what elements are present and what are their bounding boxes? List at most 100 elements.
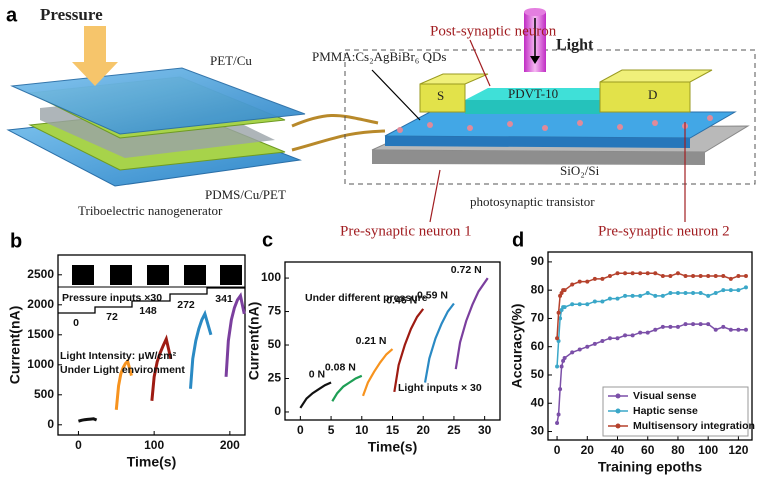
- point: [706, 274, 711, 279]
- panel-label: b: [10, 230, 22, 252]
- point: [558, 387, 563, 392]
- point: [577, 347, 582, 352]
- series-label: 0.72 N: [451, 264, 482, 276]
- point: [728, 327, 733, 332]
- series-line: [423, 302, 455, 383]
- y-tick-label: 40: [531, 395, 545, 409]
- neuron-label: Pre-synaptic neuron 1: [340, 223, 472, 239]
- point: [721, 274, 726, 279]
- teng-drawing: [6, 26, 386, 187]
- series-label: 0.59 N: [417, 289, 448, 301]
- point: [743, 327, 748, 332]
- light-label: Light: [556, 37, 594, 54]
- point: [683, 290, 688, 295]
- point: [555, 364, 560, 369]
- point: [585, 344, 590, 349]
- x-tick-label: 20: [417, 423, 431, 437]
- point: [556, 310, 561, 315]
- point: [653, 327, 658, 332]
- point: [577, 279, 582, 284]
- point: [743, 274, 748, 279]
- x-tick-label: 120: [728, 443, 748, 457]
- x-tick-label: 0: [297, 423, 304, 437]
- point: [660, 274, 665, 279]
- point: [615, 271, 620, 276]
- y-tick-label: 0: [47, 417, 54, 431]
- point: [691, 322, 696, 327]
- series-line: [224, 292, 246, 377]
- point: [630, 293, 635, 298]
- point: [585, 279, 590, 284]
- point: [660, 324, 665, 329]
- pressure-label: 72: [106, 311, 118, 323]
- point: [691, 274, 696, 279]
- point: [562, 356, 567, 361]
- legend-label: Multisensory integration: [633, 420, 755, 432]
- y-tick-label: 90: [531, 254, 545, 268]
- point: [683, 274, 688, 279]
- x-tick-label: 0: [75, 438, 82, 452]
- layer-label: PET/Cu: [210, 53, 252, 68]
- annotation: Light inputs × 30: [398, 382, 482, 394]
- y-tick-label: 50: [268, 337, 282, 351]
- x-tick-label: 25: [447, 423, 461, 437]
- point: [607, 274, 612, 279]
- series-label: 0.21 N: [356, 335, 387, 347]
- transistor-drawing: [344, 8, 756, 223]
- device-label: photosynaptic transistor: [470, 194, 595, 209]
- pressure-label: 148: [139, 305, 157, 317]
- point: [660, 293, 665, 298]
- point: [736, 274, 741, 279]
- point: [570, 350, 575, 355]
- pressure-label: 272: [177, 299, 195, 311]
- point: [706, 293, 711, 298]
- point: [556, 412, 561, 417]
- point: [736, 327, 741, 332]
- point: [607, 336, 612, 341]
- point: [600, 299, 605, 304]
- point: [555, 421, 560, 426]
- point: [721, 288, 726, 293]
- point: [698, 290, 703, 295]
- x-tick-label: 5: [328, 423, 335, 437]
- x-tick-label: 100: [698, 443, 718, 457]
- x-tick-label: 15: [386, 423, 400, 437]
- annotation: Light Intensity: μW/cm²: [60, 350, 177, 362]
- point: [675, 290, 680, 295]
- y-tick-label: 30: [531, 424, 545, 438]
- series-line: [393, 308, 425, 393]
- point: [743, 285, 748, 290]
- point: [728, 276, 733, 281]
- annotation: Under different pressure: [305, 292, 428, 304]
- point: [630, 333, 635, 338]
- x-tick-label: 30: [478, 423, 492, 437]
- series-line: [78, 417, 98, 423]
- legend-marker: [615, 408, 621, 414]
- substrate-label: SiO₂/Si: [560, 163, 600, 178]
- point: [623, 293, 628, 298]
- channel-label: PDVT-10: [508, 86, 558, 101]
- series-line: [188, 309, 213, 389]
- y-tick-label: 1500: [27, 327, 54, 341]
- point: [638, 330, 643, 335]
- point: [562, 288, 567, 293]
- x-tick-label: 100: [144, 438, 164, 452]
- point: [623, 333, 628, 338]
- x-tick-label: 60: [641, 443, 655, 457]
- x-axis-label: Time(s): [368, 439, 418, 455]
- x-tick-label: 0: [554, 443, 561, 457]
- x-axis-label: Time(s): [127, 454, 177, 470]
- plot-frame: [284, 261, 501, 421]
- point: [638, 293, 643, 298]
- point: [713, 290, 718, 295]
- panel-label: a: [6, 4, 18, 26]
- neuron-label: Post-synaptic neuron: [430, 23, 557, 39]
- electrode-label: S: [437, 88, 444, 103]
- legend-marker: [615, 393, 621, 399]
- point: [558, 316, 563, 321]
- x-axis-label: Training epoths: [598, 459, 702, 475]
- plot-frame: [547, 251, 753, 441]
- point: [675, 271, 680, 276]
- x-tick-label: 200: [220, 438, 240, 452]
